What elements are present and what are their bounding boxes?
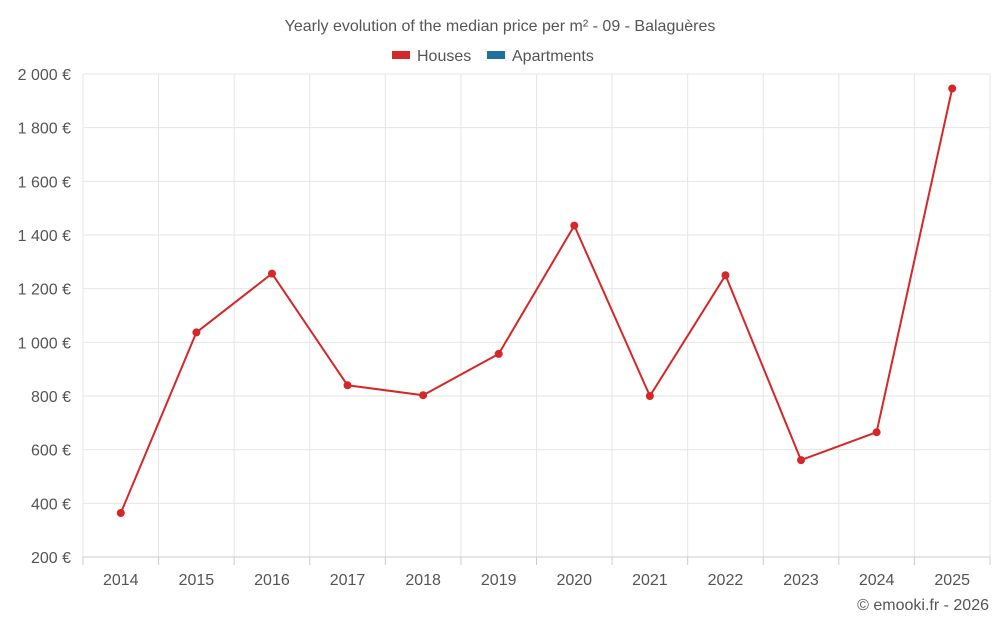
y-tick-label: 1 200 € [18,282,71,299]
houses-point-2018[interactable] [419,391,428,400]
legend-label-houses: Houses [417,48,471,65]
x-tick-label: 2014 [103,572,139,589]
chart-legend: Houses Apartments [392,48,594,65]
legend-label-apartments: Apartments [512,48,594,65]
legend-swatch-apartments [487,51,505,59]
y-axis-ticks: 2 000 € 1 800 € 1 600 € 1 400 € 1 200 € 1 000… [18,67,71,567]
axes [82,556,991,565]
houses-point-2015[interactable] [192,328,201,337]
y-tick-label: 1 000 € [18,335,71,352]
houses-point-2020[interactable] [570,221,579,230]
y-tick-label: 1 800 € [18,121,71,138]
houses-point-2016[interactable] [267,269,276,278]
legend-item-houses[interactable]: Houses [392,48,471,65]
x-tick-label: 2024 [859,572,895,589]
y-tick-label: 1 400 € [18,228,71,245]
x-tick-label: 2018 [405,572,441,589]
x-tick-label: 2022 [708,572,744,589]
x-tick-label: 2016 [254,572,290,589]
houses-point-2014[interactable] [116,508,125,517]
x-tick-label: 2023 [783,572,819,589]
chart-title: Yearly evolution of the median price per… [285,18,716,35]
houses-point-2023[interactable] [797,456,806,465]
series-houses [116,84,957,517]
x-tick-label: 2020 [556,572,592,589]
y-tick-label: 400 € [31,496,71,513]
legend-item-apartments[interactable]: Apartments [487,48,594,65]
x-axis-ticks: 2014 2015 2016 2017 2018 2019 2020 2021 2022 2023… [103,572,970,589]
x-tick-label: 2015 [179,572,215,589]
x-tick-label: 2025 [934,572,970,589]
houses-point-2024[interactable] [872,428,881,437]
houses-point-2021[interactable] [645,392,654,400]
y-tick-label: 2 000 € [18,67,71,84]
legend-swatch-houses [392,51,410,59]
grid-lines [82,73,991,557]
x-tick-label: 2017 [330,572,366,589]
houses-point-2017[interactable] [343,381,352,390]
y-tick-label: 1 600 € [18,174,71,191]
credit-text: © emooki.fr - 2026 [857,597,989,614]
y-tick-label: 800 € [31,389,71,406]
x-tick-label: 2019 [481,572,517,589]
x-tick-label: 2021 [632,572,668,589]
houses-line [119,88,954,514]
y-tick-label: 200 € [31,550,71,567]
houses-point-2022[interactable] [721,271,730,280]
houses-point-2019[interactable] [494,349,503,358]
houses-point-2025[interactable] [948,84,957,93]
y-tick-label: 600 € [31,443,71,460]
